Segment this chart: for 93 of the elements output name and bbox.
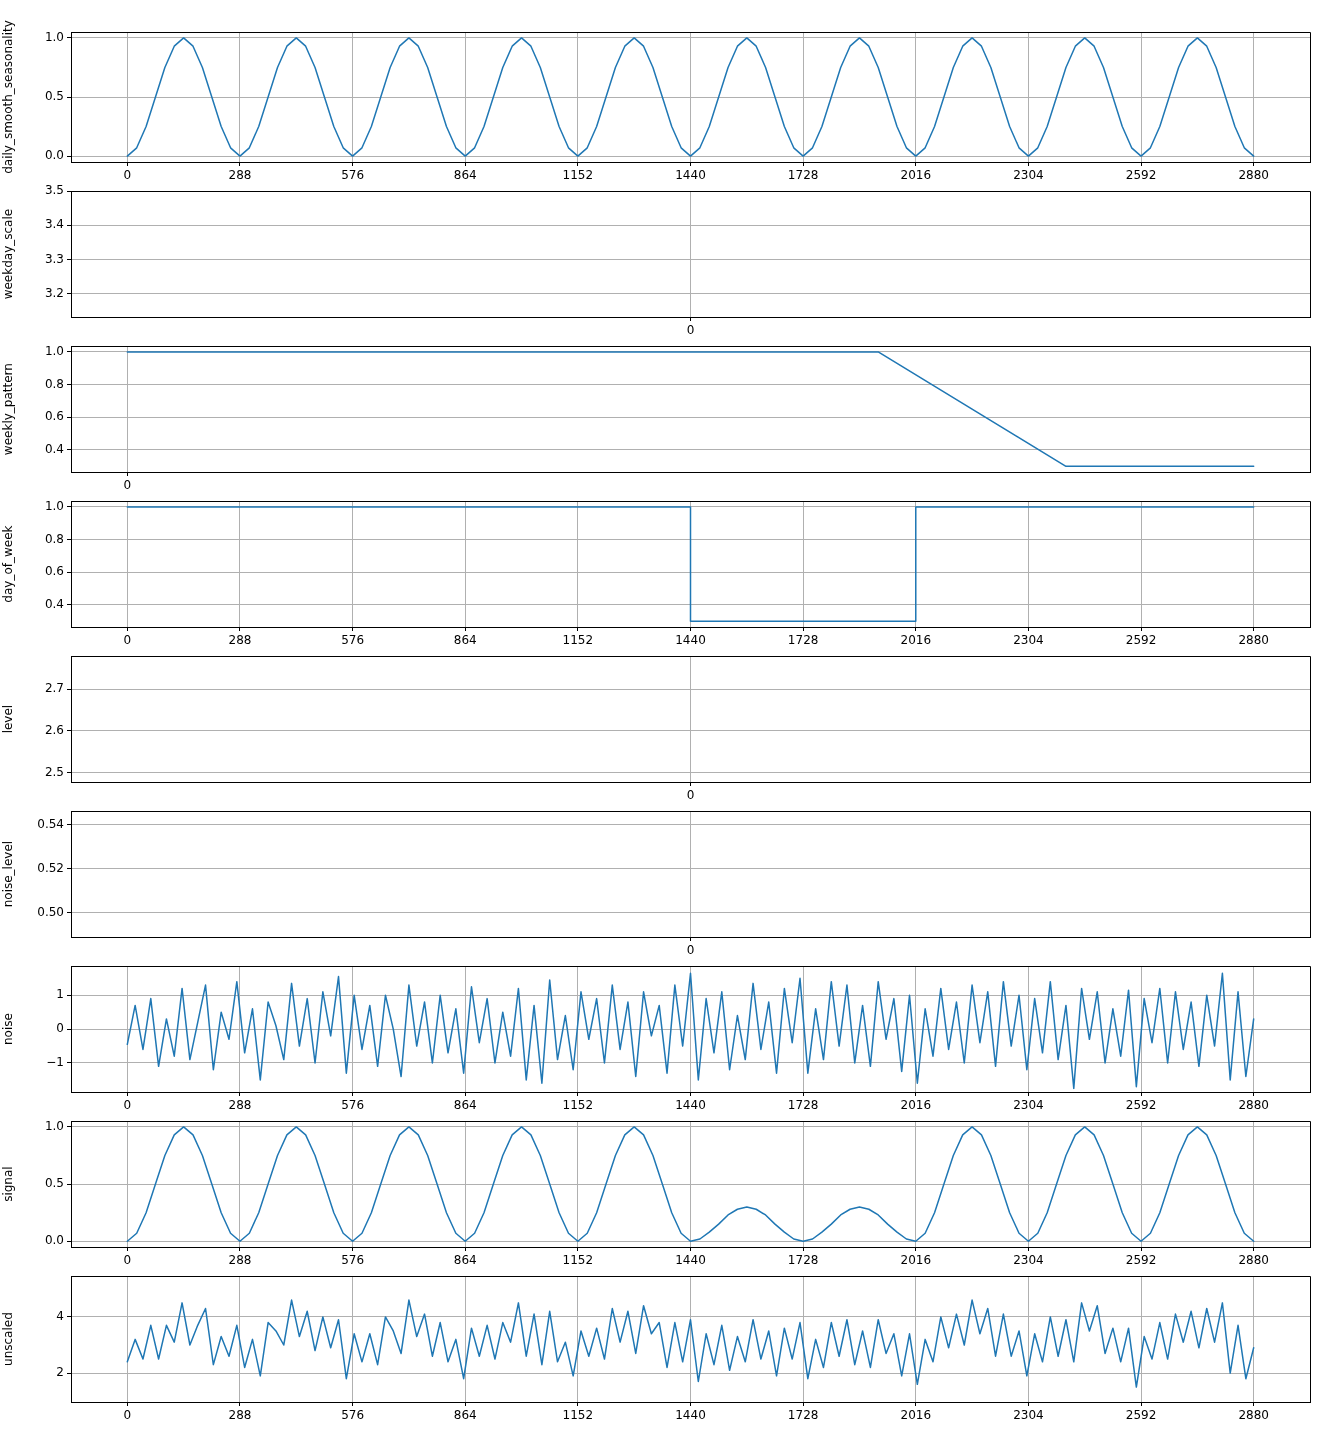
y-tick-label: 2.7 [44, 681, 64, 696]
y-tick-label: 0.0 [44, 1233, 64, 1248]
x-tick-label: 576 [341, 1098, 365, 1113]
x-tick-label: 2880 [1238, 1408, 1269, 1423]
x-tick-label: 2880 [1238, 1253, 1269, 1268]
x-tick-label: 0 [123, 1253, 132, 1268]
x-tick-label: 1728 [787, 168, 819, 183]
y-tick-label: 0.6 [44, 409, 64, 424]
x-tick-label: 2304 [1013, 1253, 1044, 1268]
y-tick-label: 0.50 [37, 904, 64, 919]
y-tick-label: 1.0 [44, 30, 64, 45]
x-tick-label: 288 [228, 633, 252, 648]
x-tick-label: 288 [228, 1253, 252, 1268]
x-tick-label: 2592 [1125, 168, 1157, 183]
x-tick-label: 288 [228, 168, 252, 183]
y-tick-label: 2.5 [44, 764, 64, 779]
x-tick-label: 2304 [1013, 633, 1044, 648]
x-tick-label: 1728 [787, 1098, 819, 1113]
x-tick-label: 576 [341, 1408, 365, 1423]
y-tick-label: 2.6 [44, 722, 64, 737]
y-tick-label: 1.0 [44, 1119, 64, 1134]
x-tick-label: 0 [123, 633, 132, 648]
x-tick-label: 1152 [562, 168, 594, 183]
x-tick-label: 1440 [675, 1408, 706, 1423]
y-tick-label: −1 [46, 1055, 64, 1070]
x-tick-label: 1152 [562, 1098, 594, 1113]
y-tick-label: 1.0 [44, 499, 64, 514]
x-tick-label: 2880 [1238, 168, 1269, 183]
y-tick-label: 0.52 [37, 860, 64, 875]
y-axis-title: unscaled [1, 1312, 16, 1366]
x-tick-label: 1440 [675, 1253, 706, 1268]
y-tick-label: 0.6 [44, 564, 64, 579]
x-tick-label: 0 [123, 1408, 132, 1423]
y-tick-label: 1.0 [44, 344, 64, 359]
y-tick-label: 3.5 [44, 183, 64, 198]
x-tick-label: 864 [453, 1408, 477, 1423]
x-tick-label: 864 [453, 1098, 477, 1113]
x-tick-label: 2016 [900, 1098, 932, 1113]
y-axis-title: noise [1, 1013, 16, 1046]
x-tick-label: 2592 [1125, 1253, 1157, 1268]
y-axis-title: noise_level [1, 840, 16, 908]
x-tick-label: 1728 [787, 633, 819, 648]
x-tick-label: 2880 [1238, 633, 1269, 648]
y-axis-title: daily_smooth_seasonality [1, 20, 16, 174]
x-tick-label: 1728 [787, 1408, 819, 1423]
y-tick-label: 3.4 [44, 217, 64, 232]
x-tick-label: 864 [453, 633, 477, 648]
y-tick-label: 0.0 [44, 148, 64, 163]
x-tick-label: 288 [228, 1408, 252, 1423]
y-tick-label: 0.4 [44, 597, 64, 612]
y-tick-label: 0.54 [37, 816, 64, 831]
y-tick-label: 2 [56, 1365, 64, 1380]
y-tick-label: 1 [56, 987, 64, 1002]
x-tick-label: 2592 [1125, 1098, 1157, 1113]
x-tick-label: 1440 [675, 168, 706, 183]
y-axis-title: day_of_week [1, 525, 16, 603]
x-tick-label: 1440 [675, 1098, 706, 1113]
y-axis-title: level [1, 704, 16, 734]
x-tick-label: 864 [453, 1253, 477, 1268]
x-tick-label: 576 [341, 633, 365, 648]
y-tick-label: 3.3 [44, 251, 64, 266]
x-tick-label: 1728 [787, 1253, 819, 1268]
y-tick-label: 0.8 [44, 531, 64, 546]
x-tick-label: 576 [341, 1253, 365, 1268]
x-tick-label: 0 [123, 168, 132, 183]
y-tick-label: 0.4 [44, 442, 64, 457]
x-tick-label: 2304 [1013, 1408, 1044, 1423]
x-tick-label: 1440 [675, 633, 706, 648]
y-axis-title: weekday_scale [1, 208, 16, 300]
x-tick-label: 1152 [562, 1253, 594, 1268]
x-tick-label: 2592 [1125, 633, 1157, 648]
x-tick-label: 2016 [900, 633, 932, 648]
y-axis-title: signal [1, 1166, 16, 1202]
x-tick-label: 2016 [900, 1408, 932, 1423]
x-tick-label: 2592 [1125, 1408, 1157, 1423]
x-tick-label: 2304 [1013, 168, 1044, 183]
y-tick-label: 4 [56, 1309, 64, 1324]
x-tick-label: 2016 [900, 1253, 932, 1268]
y-axis-title: weekly_pattern [1, 363, 16, 456]
y-tick-label: 3.2 [44, 285, 64, 300]
x-tick-label: 1152 [562, 633, 594, 648]
y-tick-label: 0 [56, 1021, 64, 1036]
x-tick-label: 1152 [562, 1408, 594, 1423]
y-tick-label: 0.8 [44, 376, 64, 391]
y-tick-label: 0.5 [44, 89, 64, 104]
y-tick-label: 0.5 [44, 1176, 64, 1191]
x-tick-label: 576 [341, 168, 365, 183]
x-tick-label: 288 [228, 1098, 252, 1113]
x-tick-label: 0 [123, 1098, 132, 1113]
x-tick-label: 2304 [1013, 1098, 1044, 1113]
x-tick-label: 864 [453, 168, 477, 183]
x-tick-label: 2880 [1238, 1098, 1269, 1113]
x-tick-label: 2016 [900, 168, 932, 183]
